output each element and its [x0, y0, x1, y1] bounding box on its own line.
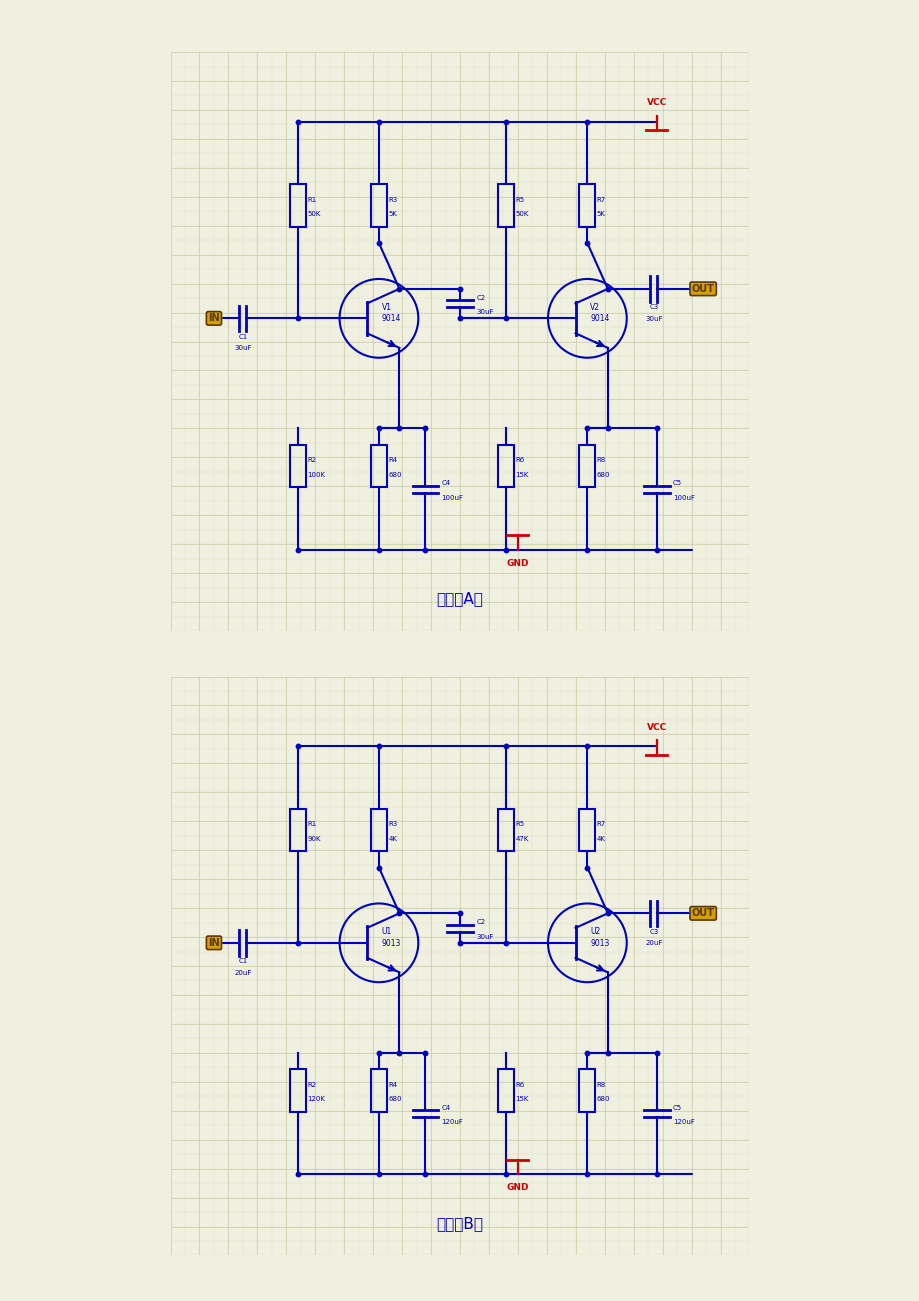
Text: 50K: 50K [307, 211, 320, 217]
Text: 30uF: 30uF [476, 934, 494, 939]
Bar [289, 445, 306, 487]
Text: VCC: VCC [646, 98, 666, 107]
Bar [370, 445, 387, 487]
Text: 680: 680 [596, 472, 609, 477]
Text: 附图（A）: 附图（A） [437, 592, 482, 606]
Text: C4: C4 [441, 1105, 450, 1111]
Text: 680: 680 [596, 1097, 609, 1102]
Text: 30uF: 30uF [234, 345, 252, 351]
Text: C3: C3 [649, 304, 658, 310]
Text: C1: C1 [238, 958, 247, 964]
Text: R2: R2 [307, 457, 316, 463]
Text: C5: C5 [673, 480, 681, 487]
Text: 680: 680 [388, 1097, 402, 1102]
Text: 120uF: 120uF [441, 1119, 463, 1125]
Text: R7: R7 [596, 821, 606, 827]
Text: R5: R5 [515, 821, 524, 827]
Text: R4: R4 [388, 457, 397, 463]
Text: 4K: 4K [388, 835, 397, 842]
Bar [289, 185, 306, 226]
Text: 100uF: 100uF [441, 494, 463, 501]
Text: 附图（B）: 附图（B） [436, 1216, 483, 1231]
Text: 9013: 9013 [590, 939, 609, 947]
Text: 9013: 9013 [381, 939, 401, 947]
Bar [289, 1069, 306, 1111]
Text: OUT: OUT [691, 284, 714, 294]
Text: 5K: 5K [388, 211, 397, 217]
Text: GND: GND [506, 558, 528, 567]
Text: R6: R6 [515, 1081, 524, 1088]
Text: U1: U1 [381, 928, 391, 937]
Text: R7: R7 [596, 196, 606, 203]
Bar [498, 185, 514, 226]
Text: 90K: 90K [307, 835, 321, 842]
Text: IN: IN [208, 314, 220, 324]
Text: OUT: OUT [691, 908, 714, 919]
Text: 9014: 9014 [590, 315, 609, 323]
Text: R1: R1 [307, 821, 316, 827]
Text: V1: V1 [381, 303, 391, 312]
Text: 100uF: 100uF [673, 494, 694, 501]
Text: 30uF: 30uF [476, 310, 494, 315]
Text: 20uF: 20uF [234, 969, 251, 976]
Text: C3: C3 [649, 929, 658, 934]
Text: 680: 680 [388, 472, 402, 477]
Text: 50K: 50K [515, 211, 528, 217]
Bar [370, 185, 387, 226]
Text: 4K: 4K [596, 835, 605, 842]
Text: R1: R1 [307, 196, 316, 203]
Text: 20uF: 20uF [644, 941, 662, 946]
Text: 30uF: 30uF [644, 316, 662, 321]
Text: 15K: 15K [515, 472, 528, 477]
Bar [498, 1069, 514, 1111]
Text: 9014: 9014 [381, 315, 401, 323]
Bar [579, 445, 595, 487]
Text: 47K: 47K [515, 835, 528, 842]
Text: GND: GND [506, 1183, 528, 1192]
Text: R5: R5 [515, 196, 524, 203]
Text: V2: V2 [590, 303, 599, 312]
Bar [498, 445, 514, 487]
Text: R8: R8 [596, 457, 606, 463]
Text: 15K: 15K [515, 1097, 528, 1102]
Text: C2: C2 [476, 295, 485, 301]
Bar [579, 185, 595, 226]
Text: R2: R2 [307, 1081, 316, 1088]
Text: C1: C1 [238, 333, 247, 340]
Text: R8: R8 [596, 1081, 606, 1088]
Text: R3: R3 [388, 196, 397, 203]
Text: 5K: 5K [596, 211, 605, 217]
Bar [579, 809, 595, 851]
Text: VCC: VCC [646, 722, 666, 731]
Bar [498, 809, 514, 851]
Text: R6: R6 [515, 457, 524, 463]
Text: C2: C2 [476, 920, 485, 925]
Bar [579, 1069, 595, 1111]
Text: 120K: 120K [307, 1097, 324, 1102]
Text: C5: C5 [673, 1105, 681, 1111]
Bar [289, 809, 306, 851]
Text: C4: C4 [441, 480, 450, 487]
Text: 120uF: 120uF [673, 1119, 694, 1125]
Text: U2: U2 [590, 928, 600, 937]
Bar [370, 1069, 387, 1111]
Text: 100K: 100K [307, 472, 324, 477]
Bar [370, 809, 387, 851]
Text: IN: IN [208, 938, 220, 948]
Text: R4: R4 [388, 1081, 397, 1088]
Text: R3: R3 [388, 821, 397, 827]
